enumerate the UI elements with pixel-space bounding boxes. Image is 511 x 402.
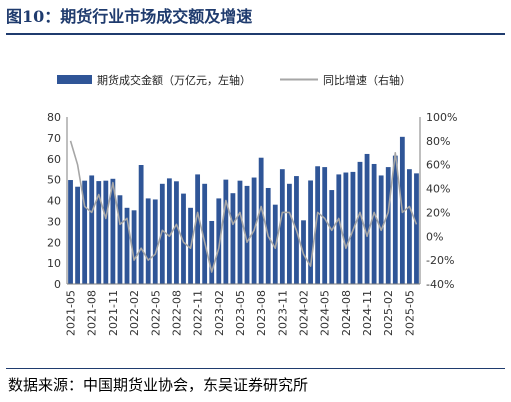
- bar: [230, 193, 236, 284]
- x-tick-label: 2021-05: [65, 290, 78, 336]
- source-divider: [6, 368, 505, 369]
- legend-line-label: 同比增速（右轴）: [323, 73, 411, 87]
- x-tick-label: 2024-05: [319, 290, 332, 336]
- bar: [392, 155, 398, 284]
- bar: [82, 180, 88, 284]
- bar: [385, 167, 391, 284]
- x-tick-label: 2022-05: [149, 290, 162, 336]
- bar: [357, 161, 363, 284]
- y-tick-label: 60: [47, 153, 61, 166]
- x-tick-label: 2025-02: [382, 290, 395, 336]
- x-tick-label: 2022-02: [128, 290, 141, 336]
- bar: [166, 178, 172, 284]
- x-tick-label: 2024-11: [361, 290, 374, 336]
- y-tick-label: 50: [47, 174, 61, 187]
- bar: [279, 169, 285, 284]
- bar: [181, 193, 186, 284]
- bar: [308, 180, 313, 284]
- bar: [223, 179, 229, 285]
- legend-bar-label: 期货成交金额（万亿元，左轴）: [97, 73, 251, 87]
- bar: [202, 183, 208, 284]
- bar: [103, 180, 109, 284]
- x-tick-label: 2024-08: [340, 290, 353, 336]
- bar: [407, 169, 412, 284]
- y-tick-label: 10: [47, 257, 61, 270]
- y-tick-label: 40: [47, 195, 61, 208]
- chart-legend: 期货成交金额（万亿元，左轴） 同比增速（右轴）: [57, 73, 411, 87]
- chart-axes: [66, 117, 421, 285]
- bar: [124, 207, 130, 284]
- bar-series: [68, 136, 419, 285]
- bar: [286, 183, 292, 284]
- x-tick-label: 2023-05: [234, 290, 247, 336]
- x-tick-label: 2023-11: [276, 290, 289, 336]
- y-tick-label: 0: [54, 278, 61, 291]
- x-tick-label: 2024-02: [298, 290, 311, 336]
- bar: [138, 165, 144, 284]
- x-tick-label: 2023-08: [255, 290, 268, 336]
- bar: [322, 167, 328, 284]
- bar: [152, 199, 158, 284]
- y2-tick-label: -20%: [426, 254, 454, 267]
- y2-tick-label: 80%: [426, 135, 450, 148]
- x-tick-label: 2022-11: [192, 290, 205, 336]
- bar: [145, 198, 151, 284]
- bar: [89, 175, 95, 284]
- x-tick-label: 2022-08: [170, 290, 183, 336]
- y2-tick-label: 20%: [426, 206, 450, 219]
- y-tick-label: 80: [47, 111, 61, 124]
- growth-line: [69, 140, 418, 273]
- bar: [96, 181, 102, 284]
- bar: [117, 195, 123, 284]
- bar: [350, 171, 356, 284]
- y-tick-label: 70: [47, 132, 61, 145]
- y2-tick-label: 0%: [426, 230, 443, 243]
- bar: [258, 157, 264, 284]
- bar: [315, 166, 321, 284]
- y-tick-label: 30: [47, 215, 61, 228]
- bar: [364, 153, 370, 284]
- bar: [244, 185, 250, 284]
- y2-tick-label: 60%: [426, 159, 450, 172]
- figure-title: 图10：期货行业市场成交额及增速: [6, 7, 253, 26]
- y2-tick-label: 100%: [426, 111, 457, 124]
- tick-labels: 0 10 20 30 40 50 60 70 80 -40% -20% 0% 20% 40% 60% 80% 1…: [47, 111, 457, 336]
- title-divider: [6, 33, 505, 35]
- bar: [336, 174, 342, 284]
- bar: [110, 178, 116, 284]
- y2-tick-label: 40%: [426, 183, 450, 196]
- bar: [131, 210, 137, 284]
- bar: [75, 186, 80, 284]
- y2-tick-label: -40%: [426, 278, 454, 291]
- bar: [209, 220, 215, 284]
- x-tick-label: 2021-11: [107, 290, 120, 336]
- bar: [371, 163, 377, 284]
- bar: [174, 181, 179, 284]
- bar: [68, 180, 73, 284]
- bar: [343, 172, 349, 284]
- x-tick-label: 2021-08: [86, 290, 99, 336]
- x-tick-label: 2025-05: [403, 290, 416, 336]
- bar: [195, 174, 201, 284]
- bar: [216, 198, 222, 284]
- bar: [159, 183, 165, 284]
- bar: [414, 173, 419, 284]
- bar: [237, 180, 243, 284]
- x-tick-label: 2023-02: [213, 290, 226, 336]
- source-note: 数据来源：中国期货业协会，东吴证券研究所: [8, 376, 309, 394]
- bar: [329, 190, 335, 284]
- chart-area: 期货成交金额（万亿元，左轴） 同比增速（右轴） 0 10 20 30 40 50 60 70 80…: [47, 73, 457, 336]
- line-series: [69, 140, 418, 273]
- y-tick-label: 20: [47, 236, 61, 249]
- legend-bar-swatch: [57, 75, 92, 84]
